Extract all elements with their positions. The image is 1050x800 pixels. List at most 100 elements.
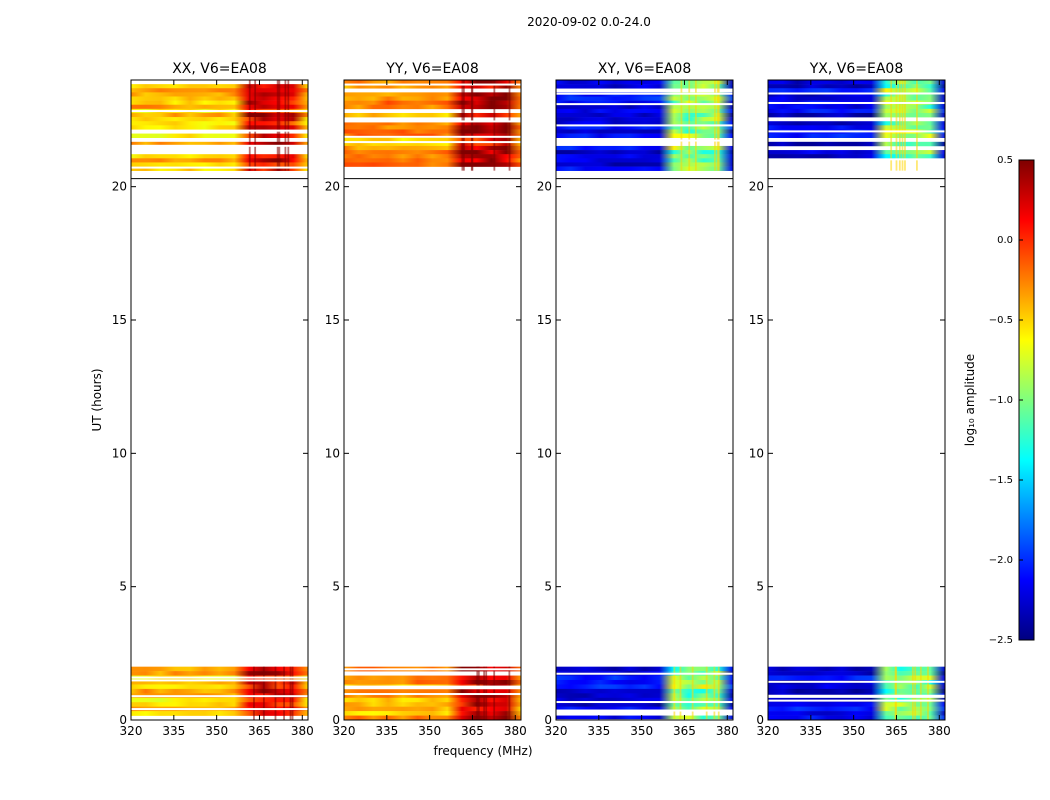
- rfi-streak: [262, 666, 265, 720]
- spectrum-row: [344, 150, 521, 155]
- spectrum-row: [344, 125, 521, 130]
- colorbar-label: log₁₀ amplitude: [963, 354, 977, 446]
- spectrum-row: [556, 154, 733, 159]
- panel-frame: [343, 79, 522, 721]
- spectrum-row: [556, 125, 733, 130]
- spectrum-row: [344, 706, 521, 712]
- colorbar-tick-label: −1.5: [989, 475, 1013, 486]
- flag-line: [556, 139, 733, 142]
- rfi-streak: [901, 80, 904, 171]
- rfi-streak: [291, 666, 294, 720]
- spectrum-row: [768, 84, 945, 89]
- spectrum-row: [131, 684, 308, 690]
- y-tick-label: 5: [544, 580, 552, 594]
- y-tick-label: 15: [325, 313, 340, 327]
- y-tick-label: 10: [749, 446, 764, 460]
- flag-line: [768, 694, 945, 697]
- spectrum-row: [131, 100, 308, 106]
- spectrum-row: [344, 92, 521, 97]
- spectrum-row: [344, 121, 521, 126]
- spectrum-row: [556, 162, 733, 167]
- flag-line: [768, 699, 945, 702]
- spectrum-row: [344, 96, 521, 101]
- spectrum-row: [556, 80, 733, 85]
- x-tick-label: 335: [162, 724, 185, 738]
- y-tick-label: 10: [112, 446, 127, 460]
- flag-line: [131, 129, 308, 132]
- spectrum-row: [556, 666, 733, 672]
- panel-title: YX, V6=EA08: [809, 61, 904, 77]
- spectrum-row: [131, 158, 308, 163]
- spectrum-row: [344, 137, 521, 143]
- rfi-streak: [278, 80, 281, 171]
- y-tick-label: 5: [332, 580, 340, 594]
- spectrum-row: [768, 108, 945, 114]
- spectrum-row: [131, 133, 308, 138]
- spectrum-row: [556, 706, 733, 712]
- panel-2: YY, V6=EA08 320 335 350 365 380 0 5 10 15 20: [325, 61, 527, 738]
- y-tick-label: 15: [112, 313, 127, 327]
- panel-frame: [555, 79, 734, 721]
- spectrum-row: [556, 145, 733, 151]
- spectrum-row: [768, 121, 945, 126]
- flag-line: [344, 83, 521, 86]
- rfi-streak: [284, 80, 287, 171]
- flag-line: [344, 685, 521, 688]
- flag-line: [131, 166, 308, 169]
- rfi-streak: [471, 80, 474, 171]
- spectrum-row: [131, 154, 308, 159]
- rfi-streak: [717, 666, 720, 720]
- rfi-streak: [276, 80, 279, 171]
- x-tick-label: 350: [842, 724, 865, 738]
- spectrum-row: [344, 129, 521, 134]
- x-tick-label: 350: [630, 724, 653, 738]
- spectrum-row: [344, 693, 521, 699]
- spectrum-row: [344, 675, 521, 681]
- flag-line: [344, 687, 521, 690]
- y-tick-label: 15: [537, 313, 552, 327]
- flag-line: [344, 141, 521, 144]
- spectrum-row: [768, 671, 945, 676]
- y-tick-label: 20: [112, 180, 127, 194]
- spectrum-row: [556, 121, 733, 126]
- rfi-streak: [274, 666, 277, 720]
- colorbar-tick-label: −2.5: [989, 635, 1013, 646]
- rfi-streak: [916, 80, 918, 171]
- flag-line: [344, 135, 521, 138]
- colorbar-tick-label: −2.0: [989, 555, 1013, 566]
- spectrum-row: [344, 154, 521, 159]
- x-tick-label: 320: [120, 724, 143, 738]
- spectrum-row: [131, 112, 308, 118]
- rfi-streak: [289, 666, 292, 720]
- x-tick-label: 335: [375, 724, 398, 738]
- spectrum-row: [556, 684, 733, 690]
- spectrum-row: [344, 162, 521, 167]
- x-tick-label: 320: [545, 724, 568, 738]
- spectrum-row: [131, 88, 308, 93]
- panel-frame: [130, 79, 309, 721]
- rfi-streak: [248, 80, 251, 171]
- spectrum-row: [344, 697, 521, 703]
- flag-line: [344, 693, 521, 696]
- rfi-streak: [691, 666, 694, 720]
- spectrum-row: [768, 104, 945, 110]
- flag-line: [768, 158, 945, 161]
- spectrum-row: [556, 688, 733, 694]
- y-tick-label: 5: [119, 580, 127, 594]
- y-tick-label: 0: [119, 713, 127, 727]
- spectrum-row: [344, 158, 521, 163]
- spectrum-row: [556, 680, 733, 685]
- spectrum-row: [344, 715, 521, 721]
- rfi-streak: [493, 80, 496, 171]
- y-axis-label: UT (hours): [90, 368, 104, 431]
- y-tick-label: 10: [537, 446, 552, 460]
- colorbar-ticks: 0.5 0.0 −0.5 −1.0 −1.5 −2.0 −2.5: [989, 155, 1023, 646]
- rfi-streak: [673, 666, 676, 720]
- colorbar-tick-label: −0.5: [989, 315, 1013, 326]
- x-tick-label: 380: [291, 724, 314, 738]
- y-tick-label: 20: [749, 180, 764, 194]
- spectrum-row: [768, 96, 945, 101]
- spectrum-row: [344, 84, 521, 89]
- spectrum-row: [131, 121, 308, 126]
